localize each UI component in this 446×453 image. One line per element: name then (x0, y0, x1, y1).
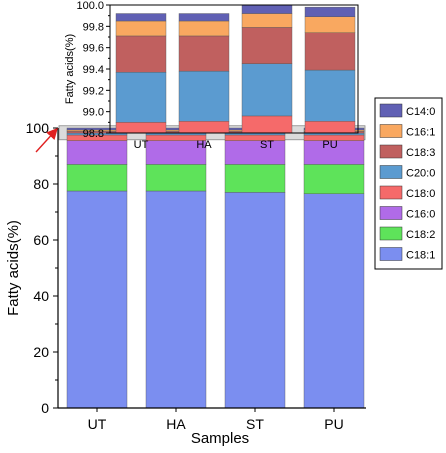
y-tick-label: 20 (33, 344, 49, 360)
inset-bar-pu-c20-0 (304, 69, 356, 122)
legend-label: C18:1 (406, 250, 435, 262)
legend-label: C14:0 (406, 106, 435, 118)
inset-bar-st-c18-0 (241, 115, 293, 134)
inset-y-tick-label: 99.4 (83, 64, 104, 76)
inset-bar-ut-c18-3 (115, 35, 167, 73)
inset-bar-st-c20-0 (241, 63, 293, 117)
y-tick-label: 80 (33, 176, 49, 192)
legend-swatch-c16-0 (379, 206, 403, 220)
legend-swatch-c18-3 (379, 144, 403, 159)
inset-y-tick-label: 99.8 (83, 21, 104, 33)
y-tick-label: 100 (26, 120, 50, 136)
inset-y-tick-label: 100.0 (76, 0, 104, 12)
bar-ha-c18-1 (145, 190, 207, 409)
inset-bar-ut-c16-1 (115, 20, 167, 37)
legend-swatch-c18-2 (379, 226, 403, 241)
inset-bar-pu-c18-3 (304, 32, 356, 71)
x-tick-label: ST (246, 416, 264, 432)
inset-bar-ha-c20-0 (178, 70, 230, 122)
zoom-arrow (35, 127, 58, 153)
inset-y-tick-label: 99.2 (83, 85, 104, 97)
legend-box (374, 97, 443, 270)
inset-y-axis-label: Fatty acids(%) (64, 34, 76, 104)
legend-swatch-c16-1 (379, 124, 403, 138)
inset-x-tick-label: HA (196, 139, 212, 151)
y-tick-label: 0 (41, 400, 49, 416)
inset-bar-ut-c20-0 (115, 71, 167, 123)
y-tick-label: 60 (33, 232, 49, 248)
bar-st-c18-0 (224, 134, 286, 141)
legend: C14:0 C16:1 C18:3 C20:0 C18:0 C16:0 C18:2 C18:1 (374, 97, 443, 270)
bar-ut-c18-2 (66, 164, 128, 192)
inset-bar-pu-c14-0 (304, 6, 356, 17)
x-tick-label: HA (166, 416, 186, 432)
legend-swatch-c18-1 (379, 247, 403, 261)
legend-label: C20:0 (406, 168, 435, 180)
inset-y-tick-label: 99.6 (83, 43, 104, 55)
legend-label: C16:1 (406, 127, 435, 139)
legend-label: C18:3 (406, 147, 435, 159)
inset-bar-ha-c18-0 (178, 121, 230, 134)
bar-pu-c18-1 (303, 193, 365, 409)
x-tick-label: UT (88, 416, 107, 432)
inset-bar-st-c16-1 (241, 13, 293, 28)
inset-bar-ha-c16-1 (178, 20, 230, 37)
legend-swatch-c20-0 (379, 165, 403, 179)
bar-st-c18-1 (224, 192, 286, 409)
inset-bar-ut-c18-0 (115, 122, 167, 134)
x-tick-label: PU (324, 416, 343, 432)
legend-swatch-c18-0 (379, 185, 403, 200)
inset-plot: 98.8 99.0 99.2 99.4 99.6 99.8 100.0 UT HA ST PU Fat… (64, 0, 359, 151)
legend-label: C16:0 (406, 209, 435, 221)
inset-bar-ha-c18-3 (178, 35, 230, 72)
bar-st-c16-0 (224, 140, 286, 165)
inset-bar-ha-c14-0 (178, 13, 230, 22)
legend-label: C18:2 (406, 229, 435, 241)
y-axis-label: Fatty acids(%) (5, 220, 22, 316)
bar-ut-c16-0 (66, 140, 128, 165)
inset-bar-st-c18-3 (241, 27, 293, 64)
bar-st-c18-2 (224, 164, 286, 193)
main-plot: 0 20 40 60 80 100 UT HA ST PU Samples Fatty acids(%… (5, 120, 366, 447)
bar-ha-c18-2 (145, 164, 207, 192)
inset-y-tick-label: 99.0 (83, 107, 104, 119)
inset-bar-st-c14-0 (241, 4, 293, 14)
inset-x-tick-label: PU (322, 139, 337, 151)
y-tick-label: 40 (33, 288, 49, 304)
inset-x-tick-label: UT (134, 139, 149, 151)
inset-x-tick-label: ST (260, 139, 274, 151)
inset-y-tick-label: 98.8 (83, 128, 104, 140)
x-axis-label: Samples (191, 430, 249, 447)
inset-bar-pu-c16-1 (304, 16, 356, 33)
inset-bar-ut-c14-0 (115, 13, 167, 22)
inset-bar-pu-c18-0 (304, 121, 356, 134)
legend-swatch-c14-0 (379, 103, 403, 118)
bar-ut-c18-1 (66, 190, 128, 409)
legend-label: C18:0 (406, 188, 435, 200)
bar-pu-c18-2 (303, 164, 365, 194)
